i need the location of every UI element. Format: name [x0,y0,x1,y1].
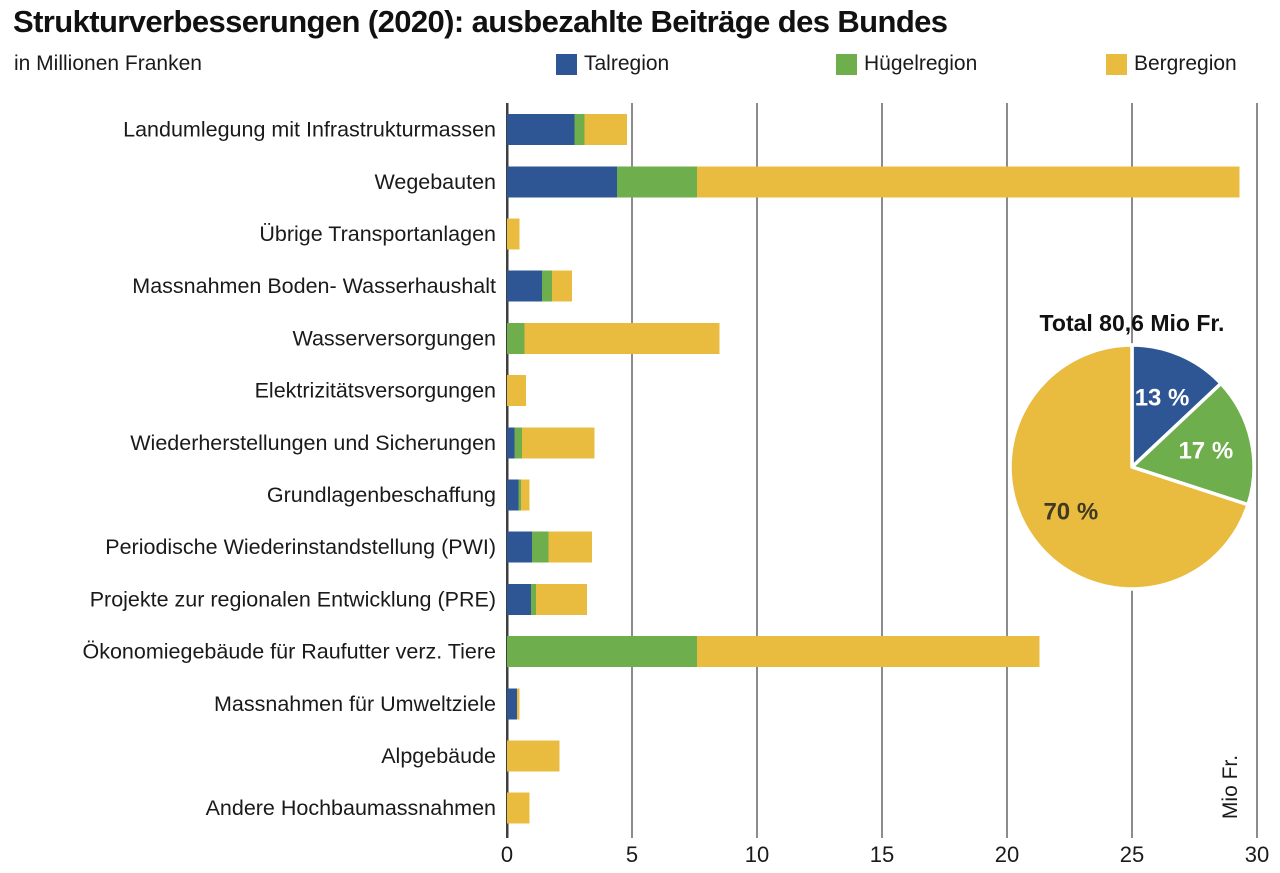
bar-segment-talregion [507,688,517,720]
legend-item-bergregion: Bergregion [1106,52,1237,76]
legend-swatch-bergregion [1106,53,1127,75]
category-label: Periodische Wiederinstandstellung (PWI) [105,535,496,559]
category-label: Ökonomiegebäude für Raufutter verz. Tier… [83,640,497,664]
pie-label-talregion: 13 % [1135,385,1190,412]
bar-segment-talregion [507,270,542,302]
category-label: Übrige Transportanlagen [259,222,496,246]
pie-slice-talregion [1130,343,1223,469]
bar-segment-bergregion [520,479,530,511]
bar-segment-bergregion [552,270,572,302]
bar-segment-talregion [507,583,531,615]
category-label: Wasserversorgungen [292,326,496,350]
unit-note: in Millionen Franken [14,52,202,75]
legend-item-talregion: Talregion [556,52,669,76]
x-tick-label-5: 5 [626,842,638,867]
x-tick-label-10: 10 [745,842,769,867]
bar-segment-bergregion [548,531,592,563]
category-label: Massnahmen Boden- Wasserhaushalt [132,274,496,298]
x-tick-label-30: 30 [1245,842,1269,867]
bar-segment-hügelregion [518,479,521,511]
category-label: Projekte zur regionalen Entwicklung (PRE… [90,587,496,611]
category-label: Elektrizitätsversorgungen [255,379,496,403]
bar-segment-bergregion [507,218,520,250]
bar-segment-bergregion [507,792,530,824]
category-label: Alpgebäude [381,744,496,768]
bar-segment-bergregion [535,583,587,615]
bar-segment-hügelregion [617,166,697,198]
pie-slice-hügelregion [1130,381,1256,507]
pie-label-bergregion: 70 % [1043,498,1098,525]
bar-segment-hügelregion [514,427,522,459]
bar-segment-hügelregion [532,531,549,563]
bar-segment-bergregion [697,166,1240,198]
bar-segment-talregion [507,114,575,146]
bar-segment-bergregion [697,636,1040,668]
category-label: Wiederherstellungen und Sicherungen [130,431,496,455]
bar-segment-hügelregion [542,270,552,302]
bar-segment-bergregion [507,740,560,772]
bar-segment-bergregion [524,322,720,354]
category-label: Wegebauten [374,170,496,194]
bar-segment-hügelregion [530,583,536,615]
chart-title: Strukturverbesserungen (2020): ausbezahl… [13,4,948,39]
legend-item-huegelregion: Hügelregion [836,52,977,76]
pie-title: Total 80,6 Mio Fr. [1040,310,1225,336]
x-tick-label-25: 25 [1120,842,1144,867]
legend-swatch-huegelregion [836,53,857,75]
x-tick-label-0: 0 [501,842,513,867]
bar-segment-talregion [507,427,515,459]
bar-segment-talregion [507,531,532,563]
pie-chart: 13 % 17 % 70 % Total 80,6 Mio Fr. [1008,310,1256,591]
x-tick-label-15: 15 [870,842,894,867]
bar-segment-bergregion [522,427,595,459]
bar-segment-talregion [507,166,617,198]
pie-slice-bergregion [1008,343,1250,591]
legend-label-talregion: Talregion [584,52,670,75]
x-tick-label-20: 20 [995,842,1019,867]
bar-segment-bergregion [517,688,520,720]
bar-segment-hügelregion [507,322,525,354]
legend-swatch-talregion [556,53,577,75]
category-label: Grundlagenbeschaffung [267,483,496,507]
bar-segment-bergregion [584,114,627,146]
pie-label-hügelregion: 17 % [1178,437,1233,464]
category-label: Andere Hochbaumassnahmen [206,796,496,820]
bar-segment-hügelregion [507,636,697,668]
legend-label-huegelregion: Hügelregion [864,52,978,75]
category-label: Landumlegung mit Infrastrukturmassen [123,118,496,142]
category-label: Massnahmen für Umweltziele [214,692,496,716]
x-axis-unit-label: Mio Fr. [1219,755,1242,819]
bar-segment-bergregion [507,375,526,407]
legend-label-bergregion: Bergregion [1134,52,1237,75]
bar-segment-talregion [507,479,519,511]
bar-segment-hügelregion [574,114,585,146]
